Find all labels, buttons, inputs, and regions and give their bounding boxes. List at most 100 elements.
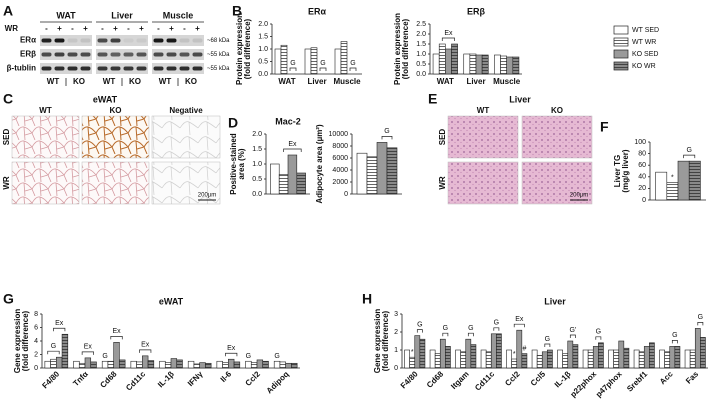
treatment-sign: - — [71, 24, 74, 33]
y-tick-label: 1.5 — [416, 41, 426, 48]
y-tick-label: 0.5 — [416, 61, 426, 68]
annotation: G — [274, 353, 279, 360]
bar — [438, 43, 446, 75]
bar — [222, 362, 229, 369]
chart-title: eWAT — [159, 296, 184, 306]
column-label: WT — [477, 106, 490, 115]
bracket — [289, 67, 297, 71]
bar — [521, 353, 528, 369]
x-tick-label: Acc — [658, 369, 675, 386]
y-tick-label: 0 — [344, 191, 348, 198]
blot-band — [80, 38, 91, 43]
y-axis-label: area (%) — [237, 148, 246, 179]
panel-letter: G — [3, 291, 14, 307]
legend-swatch — [613, 49, 629, 59]
annotation: * — [513, 351, 516, 358]
x-tick-label: Il-6 — [219, 369, 234, 384]
bar — [613, 349, 620, 369]
x-tick-label: Liver — [466, 77, 485, 86]
bar — [506, 349, 512, 369]
chart-title: ERα — [308, 6, 327, 16]
blot-band — [136, 66, 147, 71]
micrograph — [521, 115, 593, 159]
y-axis-label: (fold difference) — [381, 310, 390, 371]
blot-strip — [152, 63, 204, 74]
blot-strip — [40, 35, 92, 46]
bar — [582, 349, 589, 369]
blot-band — [110, 38, 121, 43]
blot-band — [136, 38, 147, 43]
annotation: * — [411, 349, 414, 356]
bar — [170, 358, 178, 369]
row-label: WR — [438, 176, 447, 190]
x-tick-label: Muscle — [493, 77, 521, 86]
bar — [164, 362, 172, 369]
micrograph — [151, 115, 221, 159]
bar — [142, 355, 149, 369]
blot-band — [153, 52, 164, 57]
bar — [434, 353, 441, 369]
legend-label: KO WR — [632, 63, 656, 70]
annotation: G — [51, 343, 56, 350]
bracket — [595, 336, 602, 340]
y-tick-label: 6 — [34, 324, 38, 331]
bar — [176, 359, 183, 369]
bracket — [349, 67, 357, 71]
blot-band — [110, 66, 121, 71]
bar — [287, 154, 298, 195]
bar — [689, 349, 696, 369]
bar — [669, 346, 676, 369]
panel-letter: A — [3, 3, 13, 19]
bar — [439, 338, 446, 369]
bar — [61, 333, 69, 369]
bar — [485, 351, 492, 369]
blot-band — [110, 52, 121, 57]
protein-label: ERα — [20, 36, 36, 45]
blot-band — [153, 66, 164, 71]
treatment-sign: - — [45, 24, 48, 33]
bar — [643, 346, 650, 369]
x-tick-label: Srebf1 — [625, 369, 649, 393]
bracket — [53, 327, 66, 332]
panel-letter: B — [232, 3, 242, 19]
blot-band — [192, 52, 203, 57]
annotation: Ex — [84, 344, 93, 351]
bar — [113, 342, 120, 369]
x-tick-label: WAT — [278, 77, 295, 86]
annotation: Ex — [112, 328, 121, 335]
bar — [250, 362, 258, 369]
bar — [541, 351, 548, 369]
blot-strip — [152, 35, 204, 46]
legend-label: KO SED — [632, 51, 658, 58]
bar — [572, 344, 579, 369]
x-tick-label: IFNγ — [186, 369, 205, 388]
y-tick-label: 8 — [34, 311, 38, 318]
bar — [469, 53, 477, 75]
y-axis-label: Gene expression — [13, 309, 22, 374]
bar — [101, 360, 109, 369]
annotation: Ex — [288, 141, 297, 148]
y-axis-label: (fold difference) — [21, 310, 30, 371]
panel-letter: E — [428, 91, 437, 107]
bar — [494, 54, 501, 75]
annotation: G — [494, 320, 499, 327]
row-label: SED — [438, 129, 447, 146]
blot-band — [166, 52, 177, 57]
blot-band — [123, 38, 134, 43]
bar — [633, 349, 640, 369]
bar — [659, 349, 665, 369]
panel-letter: H — [362, 291, 372, 307]
blot-strip — [96, 35, 148, 46]
treatment-sign: + — [169, 24, 174, 33]
bar — [460, 351, 467, 369]
bar — [512, 56, 520, 75]
bar — [516, 329, 523, 369]
x-tick-label: IL-1β — [156, 369, 176, 389]
treatment-sign: + — [83, 24, 88, 33]
blot-band — [166, 66, 177, 71]
blot-band — [192, 66, 203, 71]
micrograph — [521, 161, 593, 205]
scale-label: 200µm — [570, 193, 588, 199]
bar — [419, 338, 426, 369]
